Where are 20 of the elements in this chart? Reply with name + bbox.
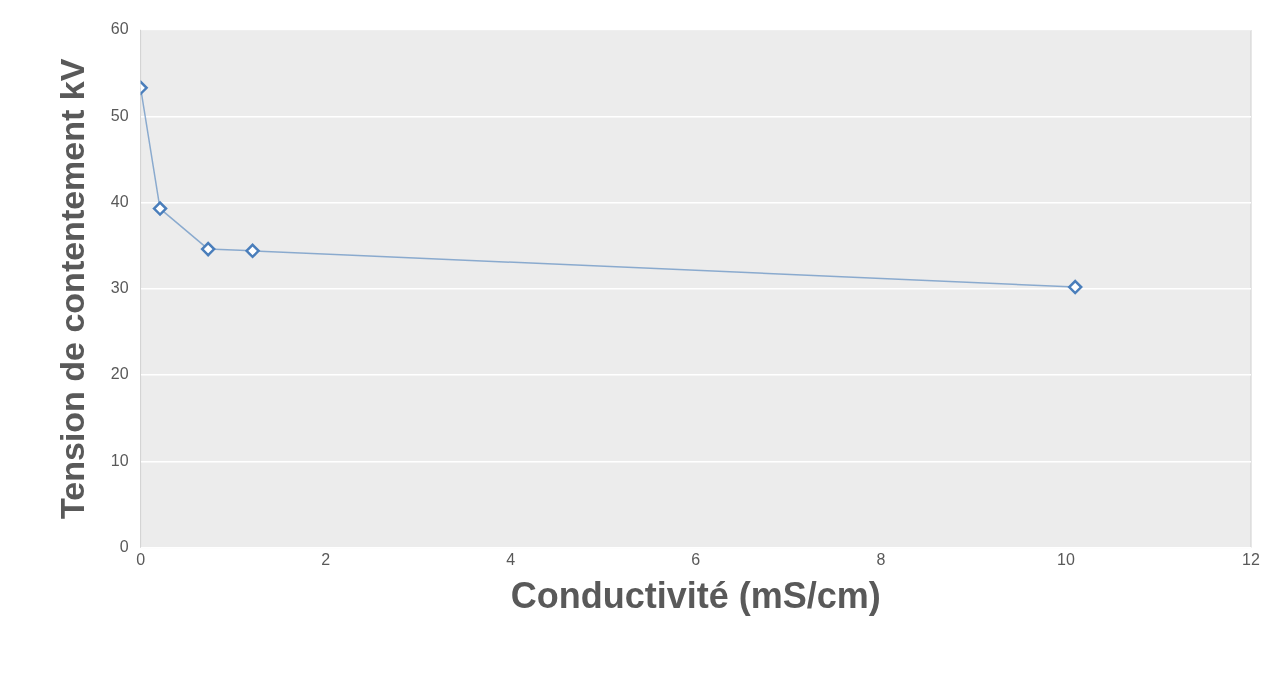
x-tick-label: 10 bbox=[1057, 550, 1075, 568]
point bbox=[200, 241, 216, 257]
point bbox=[1067, 279, 1083, 295]
x-tick-label: 8 bbox=[876, 550, 886, 568]
x-tick-label: 4 bbox=[506, 550, 516, 568]
x-tick-label: 0 bbox=[136, 550, 146, 568]
y-tick-label: 60 bbox=[110, 20, 129, 38]
y-tick-label: 10 bbox=[110, 451, 129, 469]
y-tick-label: 0 bbox=[119, 538, 129, 556]
x-tick-label: 2 bbox=[321, 550, 331, 568]
x-tick-label: 6 bbox=[691, 550, 701, 568]
x-tick-label: 12 bbox=[1242, 550, 1260, 568]
y-axis-title: Tension de contentement kV bbox=[52, 58, 91, 519]
point bbox=[152, 201, 168, 216]
y-tick-label: 20 bbox=[110, 365, 129, 383]
point bbox=[245, 243, 260, 259]
y-tick-label: 30 bbox=[110, 279, 129, 297]
y-tick-label: 40 bbox=[110, 192, 129, 210]
y-tick-label: 50 bbox=[110, 106, 129, 124]
x-axis-title: Conductivité (mS/cm) bbox=[510, 575, 881, 617]
